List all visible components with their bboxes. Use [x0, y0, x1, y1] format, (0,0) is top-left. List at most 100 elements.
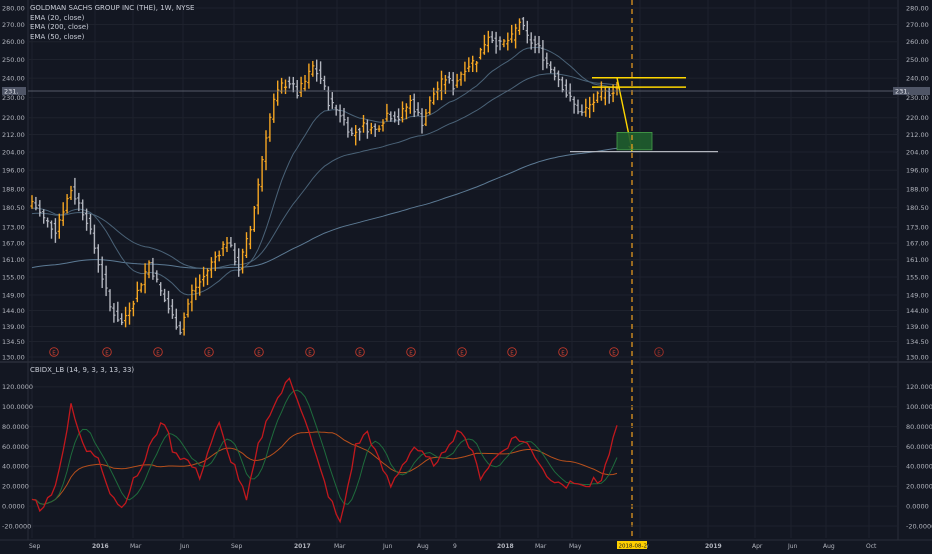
price-bar	[268, 113, 272, 142]
price-bar	[447, 71, 451, 84]
earnings-marker-circle	[254, 347, 264, 357]
time-tick-label: Sep	[29, 543, 41, 550]
earnings-marker-label: E	[510, 350, 514, 356]
price-bar	[393, 111, 397, 123]
price-bar	[541, 40, 545, 71]
study-ema50[interactable]: EMA (50, close)	[30, 32, 85, 41]
price-tick-label-right: 188.00	[906, 185, 929, 193]
indicator-tick-label-left: 0.0000	[2, 502, 25, 510]
price-tick-label-left: 230.00	[2, 94, 25, 102]
price-bar	[49, 220, 54, 239]
price-bar	[432, 87, 436, 105]
price-bar	[225, 236, 229, 253]
price-bar	[439, 70, 444, 101]
price-tick-label-left: 167.00	[2, 239, 25, 247]
price-bar	[595, 91, 600, 103]
price-bar	[92, 224, 96, 254]
price-bar	[408, 95, 412, 114]
price-bar	[338, 104, 342, 123]
price-bar	[221, 241, 225, 257]
price-tick-label-right: 161.00	[906, 256, 929, 264]
price-bar	[369, 122, 373, 135]
time-tick-label: Apr	[752, 543, 763, 550]
price-bar	[135, 281, 139, 303]
earnings-marker-label: E	[52, 350, 56, 356]
price-bar	[100, 256, 104, 289]
price-bar	[517, 18, 522, 35]
price-bar	[319, 61, 323, 85]
price-bar	[217, 250, 221, 262]
price-bar	[525, 20, 529, 44]
price-bar	[334, 104, 338, 116]
study-ema200[interactable]: EMA (200, close)	[30, 23, 89, 31]
time-tick-label: 2016	[92, 543, 109, 550]
time-tick-label: May	[569, 543, 582, 550]
price-tick-label-right: 250.00	[906, 56, 929, 64]
price-bar	[213, 251, 217, 272]
indicator-tick-label-left: 20.0000	[2, 483, 29, 491]
study-ema20[interactable]: EMA (20, close)	[30, 13, 85, 22]
time-tick-label: Aug	[417, 543, 429, 550]
price-bar	[139, 282, 143, 293]
price-bar	[463, 61, 467, 82]
indicator-tick-label-left: 80.0000	[2, 423, 29, 431]
price-tick-label-left: 240.00	[2, 74, 25, 82]
price-bar	[65, 194, 69, 214]
indicator-tick-label-left: -20.0000	[2, 522, 31, 530]
price-bar	[455, 73, 459, 88]
price-bar	[229, 236, 233, 248]
price-bar	[143, 263, 147, 294]
price-bar	[580, 104, 584, 116]
indicator-tick-label-right: 60.0000	[906, 443, 932, 451]
price-bar	[96, 244, 100, 273]
symbol-title[interactable]: GOLDMAN SACHS GROUP INC (THE), 1W, NYSE	[30, 4, 195, 12]
price-tick-label-right: 173.00	[906, 223, 929, 231]
price-bar	[471, 55, 475, 73]
price-bar	[42, 209, 46, 224]
price-bar	[576, 99, 580, 115]
price-bar	[326, 86, 330, 111]
earnings-marker-label: E	[308, 350, 312, 356]
indicator-tick-label-right: 120.0000	[906, 383, 932, 391]
earnings-marker-circle	[654, 347, 664, 357]
indicator-legend[interactable]: CBIDX_LB (14, 9, 3, 3, 13, 33)	[30, 366, 135, 374]
price-bar	[295, 79, 299, 99]
price-bar	[502, 39, 506, 48]
indicator-tick-label-right: 80.0000	[906, 423, 932, 431]
price-bar	[397, 108, 401, 126]
price-bar	[209, 257, 213, 278]
price-label-right: 231.	[895, 88, 909, 96]
price-bar	[381, 119, 385, 132]
earnings-marker-label: E	[657, 350, 661, 356]
ema20-line	[31, 46, 617, 296]
price-bar	[330, 92, 334, 109]
time-tick-label: Jun	[787, 543, 798, 550]
price-bar	[451, 72, 455, 96]
price-tick-label-right: 204.00	[906, 148, 929, 156]
price-bar	[494, 31, 498, 54]
price-bar	[170, 299, 174, 319]
price-bar	[506, 32, 510, 51]
price-label-left-bg	[2, 87, 26, 95]
price-bar	[514, 23, 518, 49]
price-tick-label-left: 280.00	[2, 4, 25, 12]
price-tick-label-right: 130.00	[906, 353, 929, 361]
price-bar	[475, 60, 479, 73]
price-bar	[549, 61, 553, 74]
price-bar	[182, 312, 186, 336]
price-bar	[533, 35, 537, 54]
price-bar	[459, 71, 463, 86]
earnings-marker-label: E	[409, 350, 413, 356]
price-bar	[283, 79, 288, 95]
price-bar	[603, 86, 607, 106]
price-tick-label-left: 220.00	[2, 114, 25, 122]
price-label-right-bg	[893, 87, 930, 95]
price-bar	[34, 196, 38, 211]
price-bar	[166, 290, 171, 314]
price-bar	[77, 192, 81, 212]
price-bar	[346, 116, 350, 138]
price-bar	[151, 257, 155, 280]
price-bar	[252, 205, 256, 232]
price-bar	[108, 289, 112, 312]
